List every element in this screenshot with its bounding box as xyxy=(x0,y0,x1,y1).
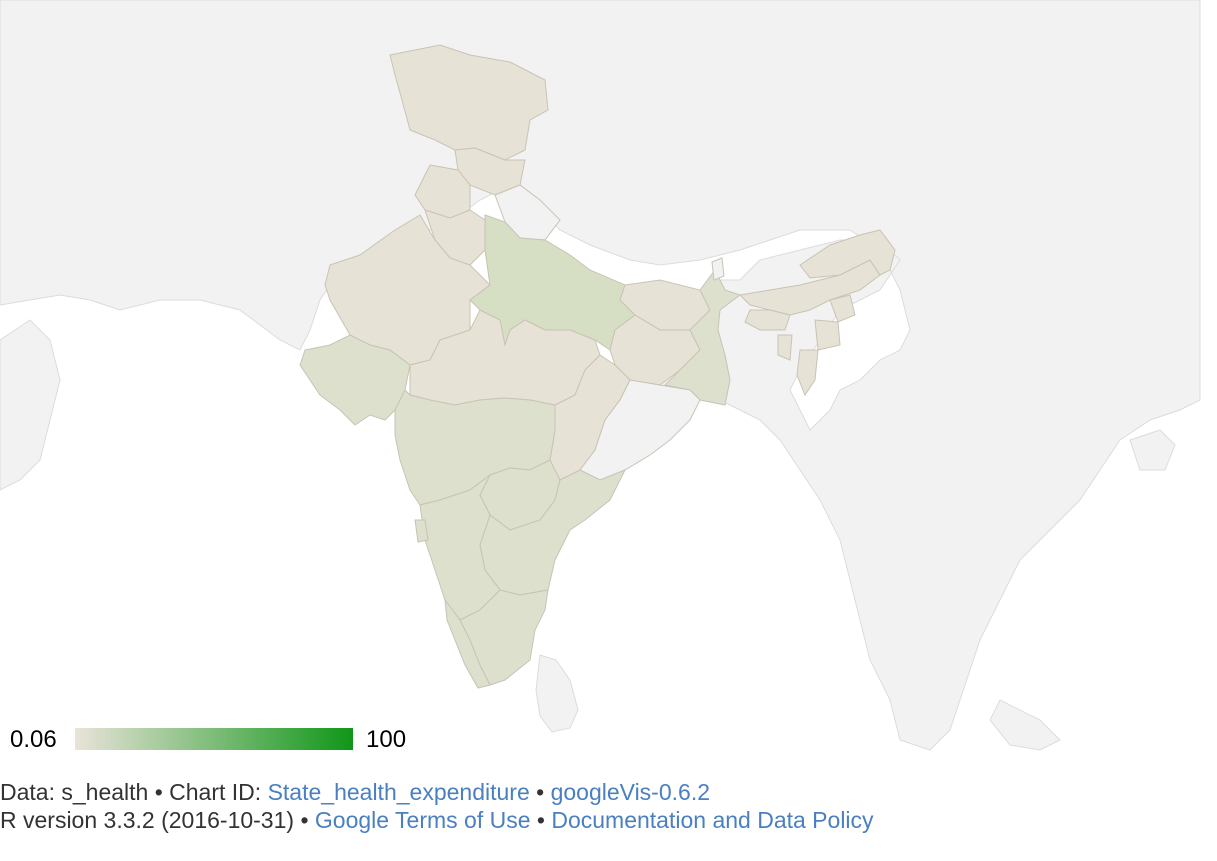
state-west-bengal[interactable] xyxy=(663,269,742,406)
state-sikkim[interactable] xyxy=(711,257,725,281)
chart-id-link[interactable]: State_health_expenditure xyxy=(267,779,530,805)
state-odisha[interactable] xyxy=(579,379,701,481)
geo-map[interactable] xyxy=(0,0,1217,760)
state-goa[interactable] xyxy=(414,519,429,543)
state-tripura[interactable] xyxy=(777,334,793,361)
land-china-coast xyxy=(1129,429,1176,471)
legend-gradient-bar xyxy=(75,728,353,750)
state-karnataka[interactable] xyxy=(419,474,501,621)
footer-separator: • xyxy=(530,807,552,833)
state-manipur[interactable] xyxy=(814,319,841,351)
land-sumatra xyxy=(989,699,1061,751)
footer-data-text: Data: s_health • Chart ID: xyxy=(0,779,268,805)
footer-separator: • xyxy=(529,779,551,805)
footer-line-1: Data: s_health • Chart ID: State_health_… xyxy=(0,778,874,806)
state-jammu-kashmir[interactable] xyxy=(389,44,549,161)
state-nagaland[interactable] xyxy=(829,294,856,323)
land-sri-lanka xyxy=(535,654,579,733)
data-policy-link[interactable]: Documentation and Data Policy xyxy=(551,807,874,833)
footer-line-2: R version 3.3.2 (2016-10-31) • Google Te… xyxy=(0,806,874,834)
legend-gradient-rect xyxy=(75,728,353,750)
state-meghalaya[interactable] xyxy=(744,309,791,331)
land-arabia xyxy=(0,319,61,491)
state-arunachal[interactable] xyxy=(799,229,896,279)
legend-max-label: 100 xyxy=(366,726,407,753)
map-svg[interactable] xyxy=(0,0,1217,760)
state-mizoram[interactable] xyxy=(796,349,819,397)
legend-min-label: 0.06 xyxy=(10,726,57,753)
color-legend: 0.06 100 xyxy=(0,724,430,754)
state-tamil-nadu[interactable] xyxy=(459,589,549,686)
footer-r-version-text: R version 3.3.2 (2016-10-31) • xyxy=(0,807,315,833)
footer: Data: s_health • Chart ID: State_health_… xyxy=(0,778,874,834)
googlevis-version-link[interactable]: googleVis-0.6.2 xyxy=(550,779,710,805)
terms-of-use-link[interactable]: Google Terms of Use xyxy=(314,807,531,833)
state-gujarat[interactable] xyxy=(299,334,411,426)
